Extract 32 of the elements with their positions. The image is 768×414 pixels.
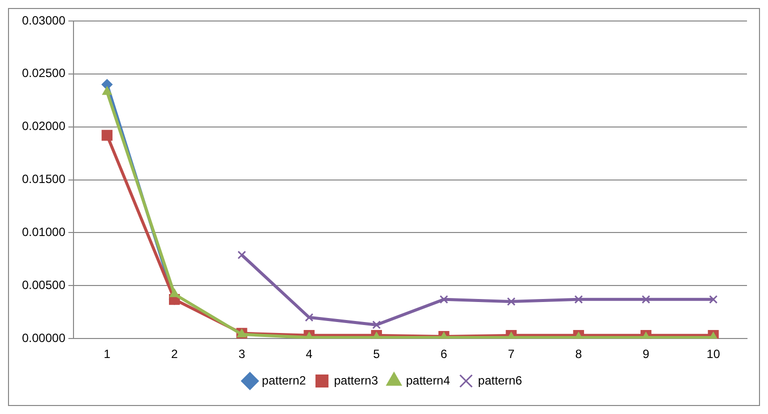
legend-label: pattern6	[478, 373, 522, 388]
legend-label: pattern3	[334, 373, 378, 388]
x-tick-label: 1	[104, 347, 111, 362]
y-tick-label: 0.00000	[22, 330, 66, 345]
x-tick-label: 5	[373, 347, 380, 362]
point	[372, 320, 381, 330]
y-tick-label: 0.02500	[22, 66, 66, 80]
legend-label: pattern4	[406, 373, 450, 388]
x-tick-label: 6	[440, 347, 448, 362]
x-tick-label: 2	[171, 347, 178, 362]
x-tick-label: 3	[238, 347, 246, 362]
point	[237, 250, 246, 260]
y-tick-label: 0.00500	[22, 278, 66, 292]
y-tick-label: 0.01000	[22, 225, 66, 240]
y-tick-label: 0.02000	[22, 119, 66, 134]
point	[440, 295, 448, 304]
point	[170, 288, 180, 298]
x-tick-label: 4	[306, 347, 313, 362]
point	[506, 297, 516, 306]
point	[102, 130, 113, 141]
point	[102, 79, 113, 90]
y-tick-label: 0.03000	[22, 13, 66, 28]
point	[709, 295, 718, 304]
y-tick-label: 0.01500	[22, 172, 66, 186]
x-tick-label: 7	[508, 347, 515, 362]
point	[304, 313, 314, 322]
point	[642, 295, 650, 304]
x-tick-label: 9	[642, 347, 650, 362]
legend-label: pattern2	[262, 373, 306, 388]
x-tick-label: 10	[706, 347, 720, 362]
x-tick-label: 8	[575, 347, 582, 362]
point	[574, 295, 583, 304]
